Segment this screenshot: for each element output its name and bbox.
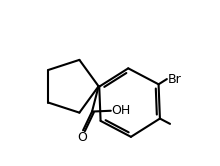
Text: OH: OH: [112, 104, 131, 117]
Text: O: O: [77, 131, 87, 144]
Text: Br: Br: [168, 73, 182, 86]
